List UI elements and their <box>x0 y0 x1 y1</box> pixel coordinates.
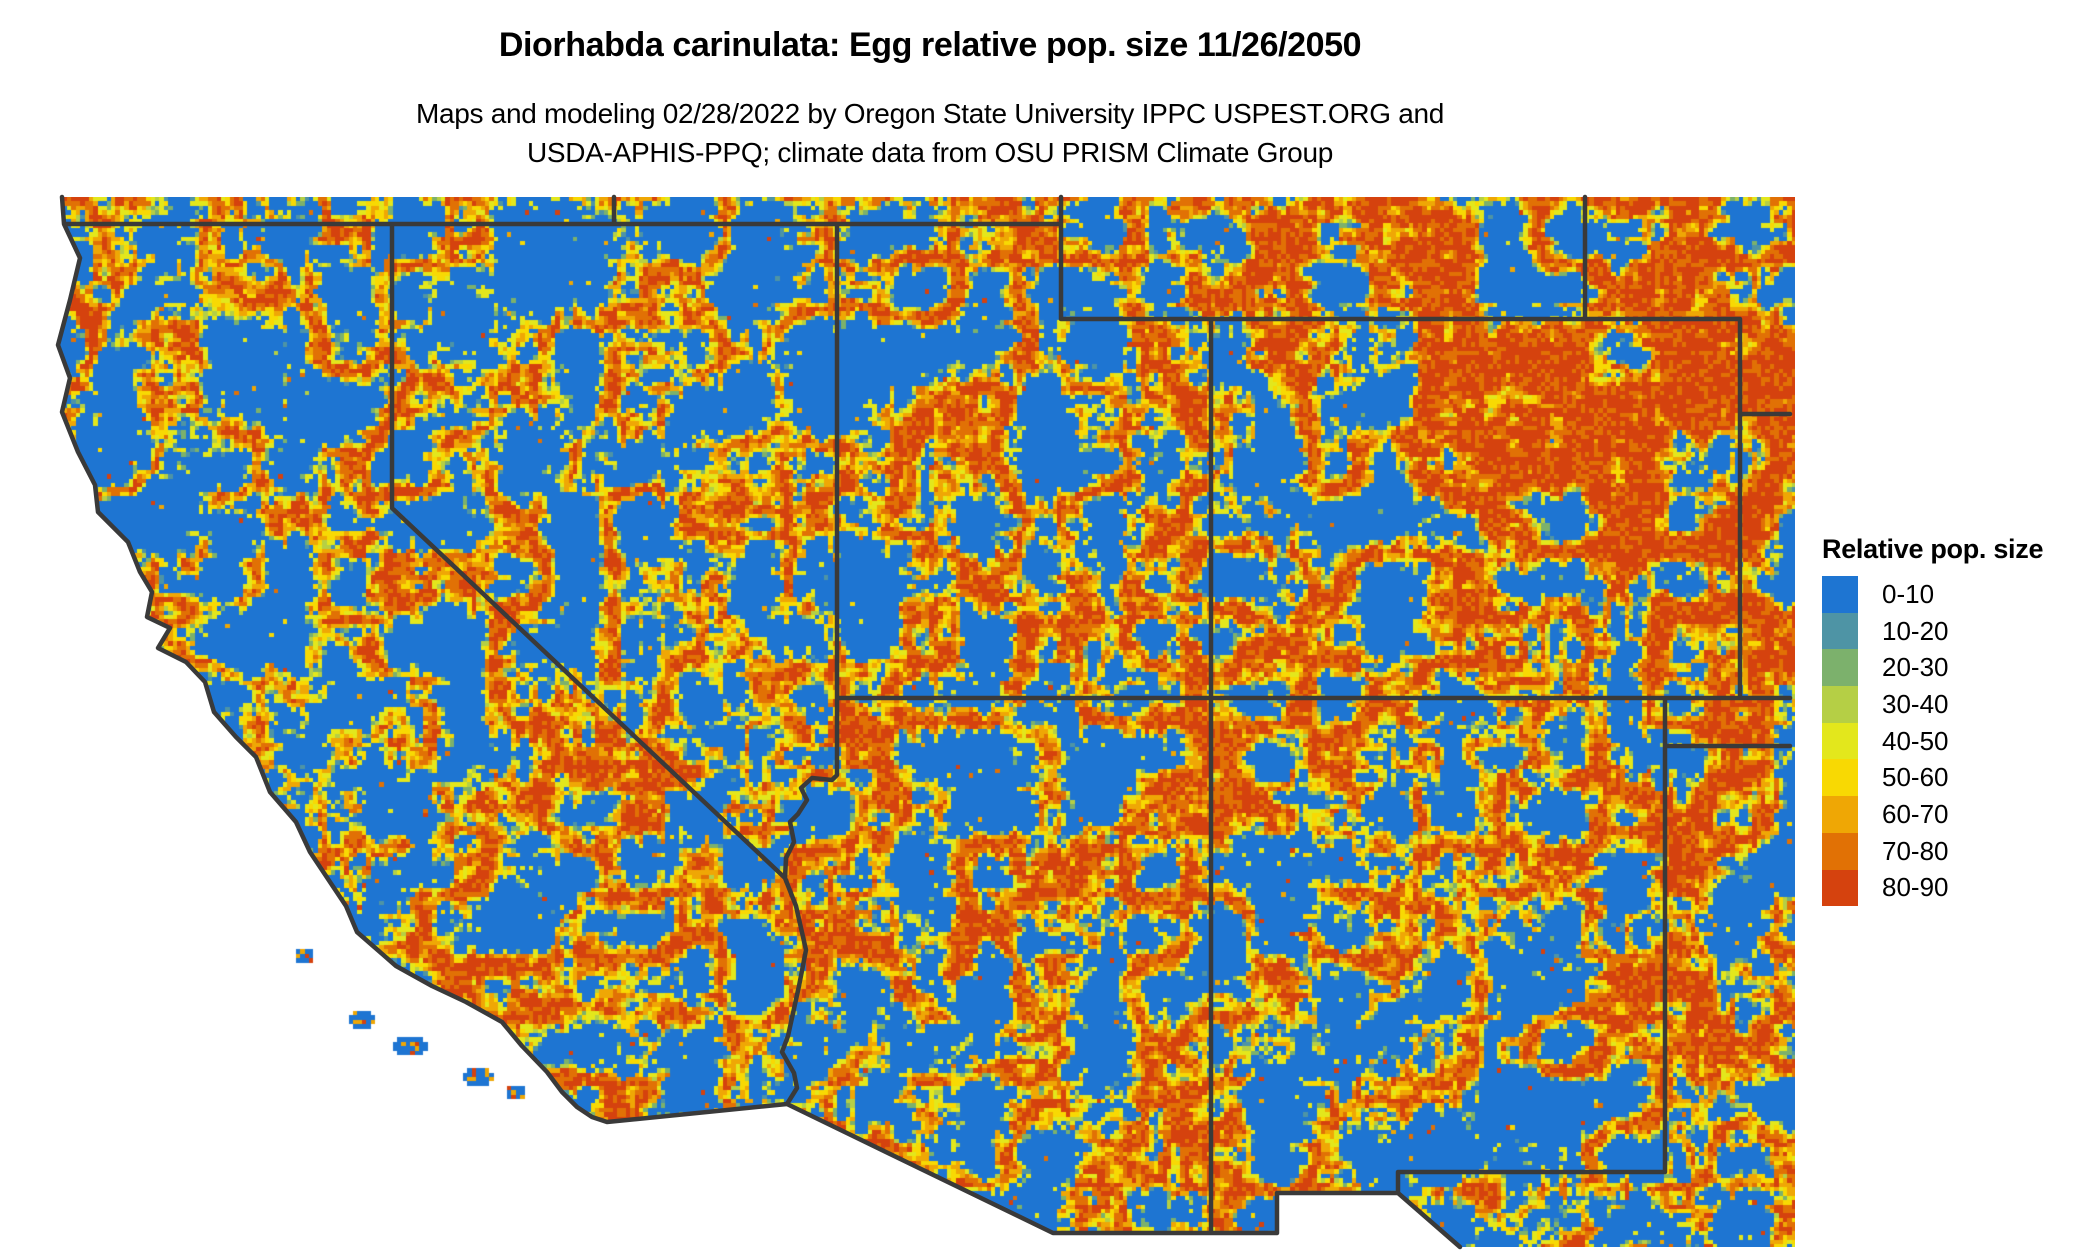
legend-swatch-40-50 <box>1822 722 1858 760</box>
legend-label: 20-30 <box>1882 652 1949 683</box>
legend-swatch-60-70 <box>1822 796 1858 833</box>
legend-row: 60-70 <box>1822 796 2043 833</box>
legend-row: 50-60 <box>1822 759 2043 797</box>
legend-label: 60-70 <box>1882 798 1949 829</box>
legend-row: 80-90 <box>1822 869 2043 907</box>
population-raster-map <box>45 197 1795 1247</box>
legend-swatch-80-90 <box>1822 869 1858 907</box>
legend-swatch-70-80 <box>1822 832 1858 870</box>
subtitle-line-2: USDA-APHIS-PPQ; climate data from OSU PR… <box>526 137 1333 168</box>
legend-label: 10-20 <box>1882 615 1949 646</box>
page-subtitle: Maps and modeling 02/28/2022 by Oregon S… <box>0 94 1860 172</box>
legend-swatch-20-30 <box>1822 649 1858 687</box>
legend-row: 0-10 <box>1822 576 2043 613</box>
legend-row: 10-20 <box>1822 612 2043 650</box>
legend-label: 70-80 <box>1882 835 1949 866</box>
legend-swatch-50-60 <box>1822 759 1858 797</box>
legend-swatch-10-20 <box>1822 612 1858 650</box>
legend-row: 30-40 <box>1822 686 2043 723</box>
subtitle-line-1: Maps and modeling 02/28/2022 by Oregon S… <box>415 98 1445 129</box>
legend-swatch-0-10 <box>1822 576 1858 613</box>
legend-title: Relative pop. size <box>1822 534 2044 564</box>
legend-label: 50-60 <box>1882 762 1949 793</box>
legend-row: 20-30 <box>1822 649 2043 687</box>
legend-label: 40-50 <box>1882 725 1949 756</box>
legend-swatch-30-40 <box>1822 686 1858 723</box>
legend-row: 40-50 <box>1822 722 2043 760</box>
page-title: Diorhabda carinulata: Egg relative pop. … <box>498 26 1362 64</box>
legend-label: 80-90 <box>1882 872 1949 903</box>
legend-row: 70-80 <box>1822 832 2043 870</box>
legend: Relative pop. size 0-10 10-20 20-30 30-4… <box>1822 534 2044 907</box>
legend-label: 0-10 <box>1882 578 1935 609</box>
legend-label: 30-40 <box>1882 688 1949 719</box>
